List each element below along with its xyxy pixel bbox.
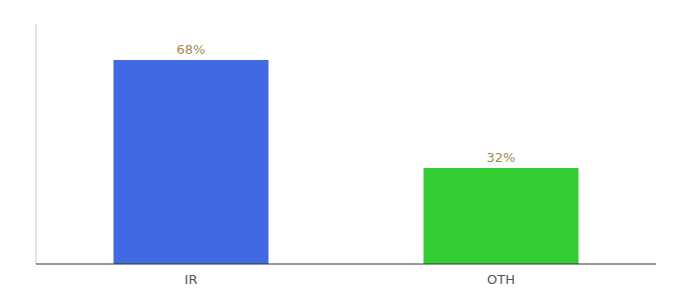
data-label: 32% <box>487 150 516 165</box>
bars <box>114 60 579 264</box>
x-tick-label: OTH <box>487 272 515 287</box>
bar <box>424 168 579 264</box>
chart-container: 68% 32% IR OTH <box>0 0 680 300</box>
chart-svg: 68% 32% IR OTH <box>0 0 680 300</box>
x-tick-label: IR <box>185 272 198 287</box>
bar <box>114 60 269 264</box>
data-label: 68% <box>177 42 206 57</box>
x-axis-line <box>36 264 656 265</box>
y-axis-line <box>36 24 37 264</box>
